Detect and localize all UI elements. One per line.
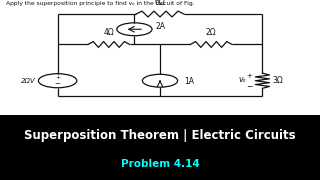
Text: −: −	[55, 81, 60, 87]
Text: vₒ: vₒ	[239, 75, 246, 84]
Text: −: −	[246, 82, 253, 91]
Text: 1A: 1A	[184, 77, 194, 86]
Text: Problem 4.14: Problem 4.14	[121, 159, 199, 169]
Text: Apply the superposition principle to find vₒ in the circuit of Fig.: Apply the superposition principle to fin…	[6, 1, 195, 6]
Text: 2ΩV: 2ΩV	[20, 78, 35, 84]
Text: 3Ω: 3Ω	[272, 76, 283, 85]
Text: 6Ω: 6Ω	[155, 0, 165, 7]
Text: +: +	[55, 75, 60, 80]
Text: Superposition Theorem | Electric Circuits: Superposition Theorem | Electric Circuit…	[24, 129, 296, 142]
Text: 2A: 2A	[155, 22, 165, 31]
Text: 2Ω: 2Ω	[206, 28, 217, 37]
Text: 4Ω: 4Ω	[103, 28, 114, 37]
Text: +: +	[247, 73, 252, 79]
